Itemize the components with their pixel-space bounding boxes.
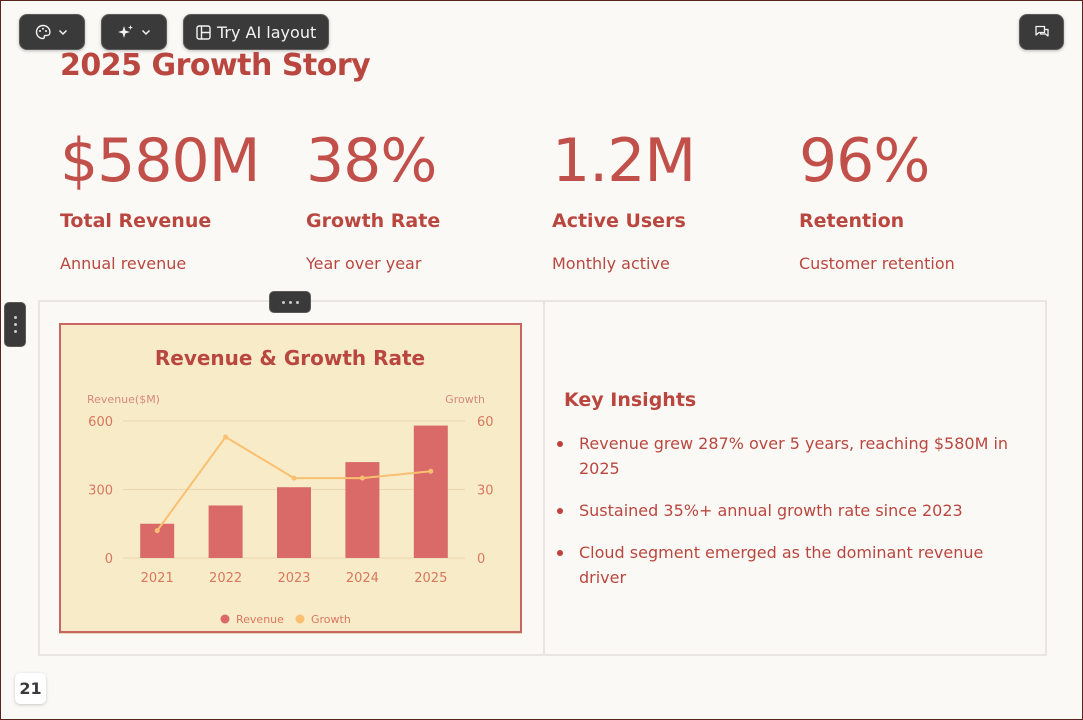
x-tick-label: 2023	[277, 571, 310, 586]
sparkles-icon	[117, 24, 134, 41]
legend-label-growth: Growth	[311, 613, 351, 626]
growth-point	[223, 434, 229, 440]
stat-value: 38%	[306, 126, 437, 196]
y-right-axis-title: Growth	[445, 393, 485, 406]
theme-button[interactable]	[19, 14, 85, 50]
insight-item: Cloud segment emerged as the dominant re…	[557, 540, 1034, 590]
stat-label: Retention	[799, 210, 905, 232]
growth-point	[291, 475, 297, 481]
insights-title: Key Insights	[564, 389, 697, 411]
ai-menu-button[interactable]	[101, 14, 167, 50]
insight-item: Sustained 35%+ annual growth rate since …	[557, 498, 1034, 523]
try-ai-layout-button[interactable]: Try AI layout	[183, 14, 330, 50]
key-insights: Key Insights Revenue grew 287% over 5 ye…	[557, 389, 1034, 607]
y-left-axis-title: Revenue($M)	[87, 393, 160, 406]
content-panel	[38, 300, 1047, 656]
revenue-bar	[277, 487, 311, 558]
chart-card[interactable]: Revenue & Growth Rate Revenue($M) Growth 0 3…	[59, 323, 522, 633]
column-divider	[543, 302, 545, 654]
slide-title: 2025 Growth Story	[60, 48, 371, 83]
revenue-growth-chart: Revenue & Growth Rate Revenue($M) Growth 0 3…	[87, 346, 494, 626]
insights-list: Revenue grew 287% over 5 years, reaching…	[557, 431, 1034, 590]
legend-label-revenue: Revenue	[236, 613, 284, 626]
y-right-tick-label: 0	[477, 552, 485, 567]
y-left-tick-label: 300	[88, 484, 113, 499]
slide-toolbar: Try AI layout	[19, 14, 330, 50]
y-left-tick-label: 0	[105, 552, 113, 567]
stat-description: Customer retention	[799, 254, 955, 273]
stat-total-revenue: $580M Total Revenue Annual revenue	[60, 126, 300, 273]
y-right-tick-label: 30	[477, 484, 494, 499]
revenue-bar	[208, 505, 243, 558]
legend-marker-revenue	[220, 614, 230, 624]
stat-description: Monthly active	[552, 254, 670, 273]
x-tick-label: 2025	[414, 571, 447, 586]
row-drag-handle[interactable]	[4, 302, 26, 347]
chevron-down-icon	[140, 26, 152, 38]
stat-description: Annual revenue	[60, 254, 187, 273]
stat-description: Year over year	[306, 254, 422, 273]
chevron-down-icon	[57, 26, 69, 38]
stat-growth-rate: 38% Growth Rate Year over year	[306, 126, 546, 273]
growth-point	[154, 528, 160, 534]
stat-value: 1.2M	[552, 126, 696, 196]
y-left-tick-label: 600	[88, 415, 113, 430]
palette-icon	[35, 24, 51, 40]
stat-active-users: 1.2M Active Users Monthly active	[552, 126, 792, 273]
stat-value: $580M	[60, 126, 260, 196]
legend-marker-growth	[295, 614, 305, 624]
column-drag-handle[interactable]	[269, 291, 311, 313]
insight-item: Revenue grew 287% over 5 years, reaching…	[557, 431, 1034, 481]
x-tick-label: 2022	[209, 571, 242, 586]
stat-label: Growth Rate	[306, 210, 441, 232]
stat-label: Active Users	[552, 210, 686, 232]
stat-value: 96%	[799, 126, 930, 196]
chat-icon	[1034, 24, 1050, 40]
page-number[interactable]: 21	[15, 673, 46, 704]
revenue-bar	[413, 425, 448, 558]
stat-retention: 96% Retention Customer retention	[799, 126, 1039, 273]
growth-point	[428, 468, 434, 474]
growth-point	[359, 475, 365, 481]
y-right-tick-label: 60	[477, 415, 494, 430]
x-tick-label: 2024	[346, 571, 379, 586]
try-ai-layout-label: Try AI layout	[217, 22, 317, 42]
layout-icon	[196, 24, 211, 40]
chart-title: Revenue & Growth Rate	[155, 346, 425, 370]
comments-button[interactable]	[1019, 14, 1064, 50]
x-tick-label: 2021	[141, 571, 174, 586]
stat-label: Total Revenue	[60, 210, 212, 232]
